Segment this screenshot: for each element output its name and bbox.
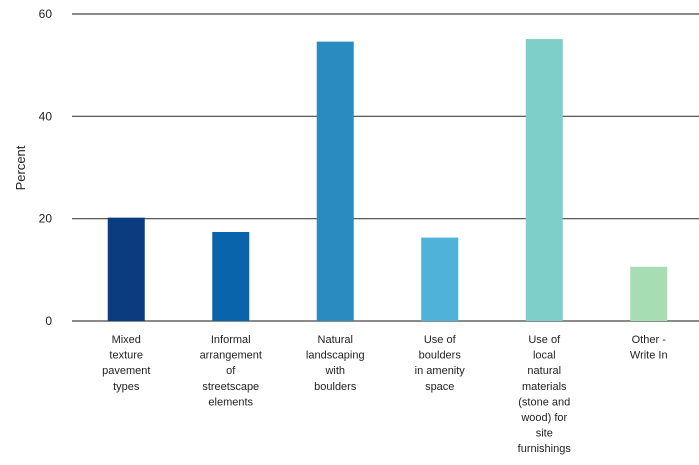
x-category-label-line: furnishings — [518, 443, 572, 455]
x-category-label: Mixed texture pavement types — [102, 334, 150, 393]
y-tick-label: 20 — [39, 212, 53, 226]
x-category-label-line: types — [113, 381, 140, 393]
x-category-label-line: with — [324, 365, 345, 377]
x-category-label: Other - Write In — [630, 334, 668, 362]
bars — [107, 39, 668, 322]
x-category-label-line: Other - — [632, 334, 667, 346]
x-category-label-line: elements — [208, 396, 253, 408]
x-category-label: Use of boulders in amenity space — [415, 334, 466, 393]
y-tick-label: 40 — [39, 109, 53, 123]
bar — [525, 39, 563, 322]
x-category-label-line: site — [536, 428, 553, 440]
x-category-label-line: wood) for — [520, 412, 567, 424]
x-category-label-line: landscaping — [306, 350, 365, 362]
y-tick-label: 0 — [45, 314, 52, 328]
x-category-label: Use of local natural materials (stone and woo… — [518, 334, 572, 455]
y-tick-label: 60 — [39, 7, 53, 21]
x-category-label-line: arrangement — [200, 350, 262, 362]
x-category-label-line: natural — [527, 365, 561, 377]
bar — [316, 41, 354, 321]
x-category-label-line: Mixed — [112, 334, 141, 346]
x-category-label-line: Use of — [528, 334, 561, 346]
bar — [212, 231, 250, 321]
bar — [421, 237, 459, 321]
bar — [630, 266, 668, 321]
x-category-label-line: boulders — [314, 381, 357, 393]
x-category-label-line: pavement — [102, 365, 150, 377]
x-category-label-line: texture — [109, 350, 143, 362]
gridlines — [72, 13, 699, 322]
x-category-label-line: streetscape — [202, 381, 259, 393]
x-category-label-line: space — [425, 381, 454, 393]
x-category-label-line: local — [533, 350, 556, 362]
x-axis-labels: Mixed texture pavement types Informal arrange… — [102, 334, 668, 455]
x-category-label-line: Natural — [318, 334, 353, 346]
y-axis-title: Percent — [13, 145, 28, 190]
y-axis-ticks: 0 20 40 60 — [39, 7, 53, 328]
x-category-label-line: of — [226, 365, 236, 377]
x-category-label: Natural landscaping with boulders — [306, 334, 365, 393]
x-category-label-line: materials — [522, 381, 567, 393]
x-category-label: Informal arrangement of streetscape elements — [200, 334, 262, 408]
bar — [107, 217, 145, 321]
x-category-label-line: boulders — [419, 350, 462, 362]
x-category-label-line: Write In — [630, 350, 668, 362]
x-category-label-line: Use of — [424, 334, 457, 346]
x-category-label-line: in amenity — [415, 365, 466, 377]
x-category-label-line: Informal — [211, 334, 251, 346]
x-category-label-line: (stone and — [518, 396, 570, 408]
